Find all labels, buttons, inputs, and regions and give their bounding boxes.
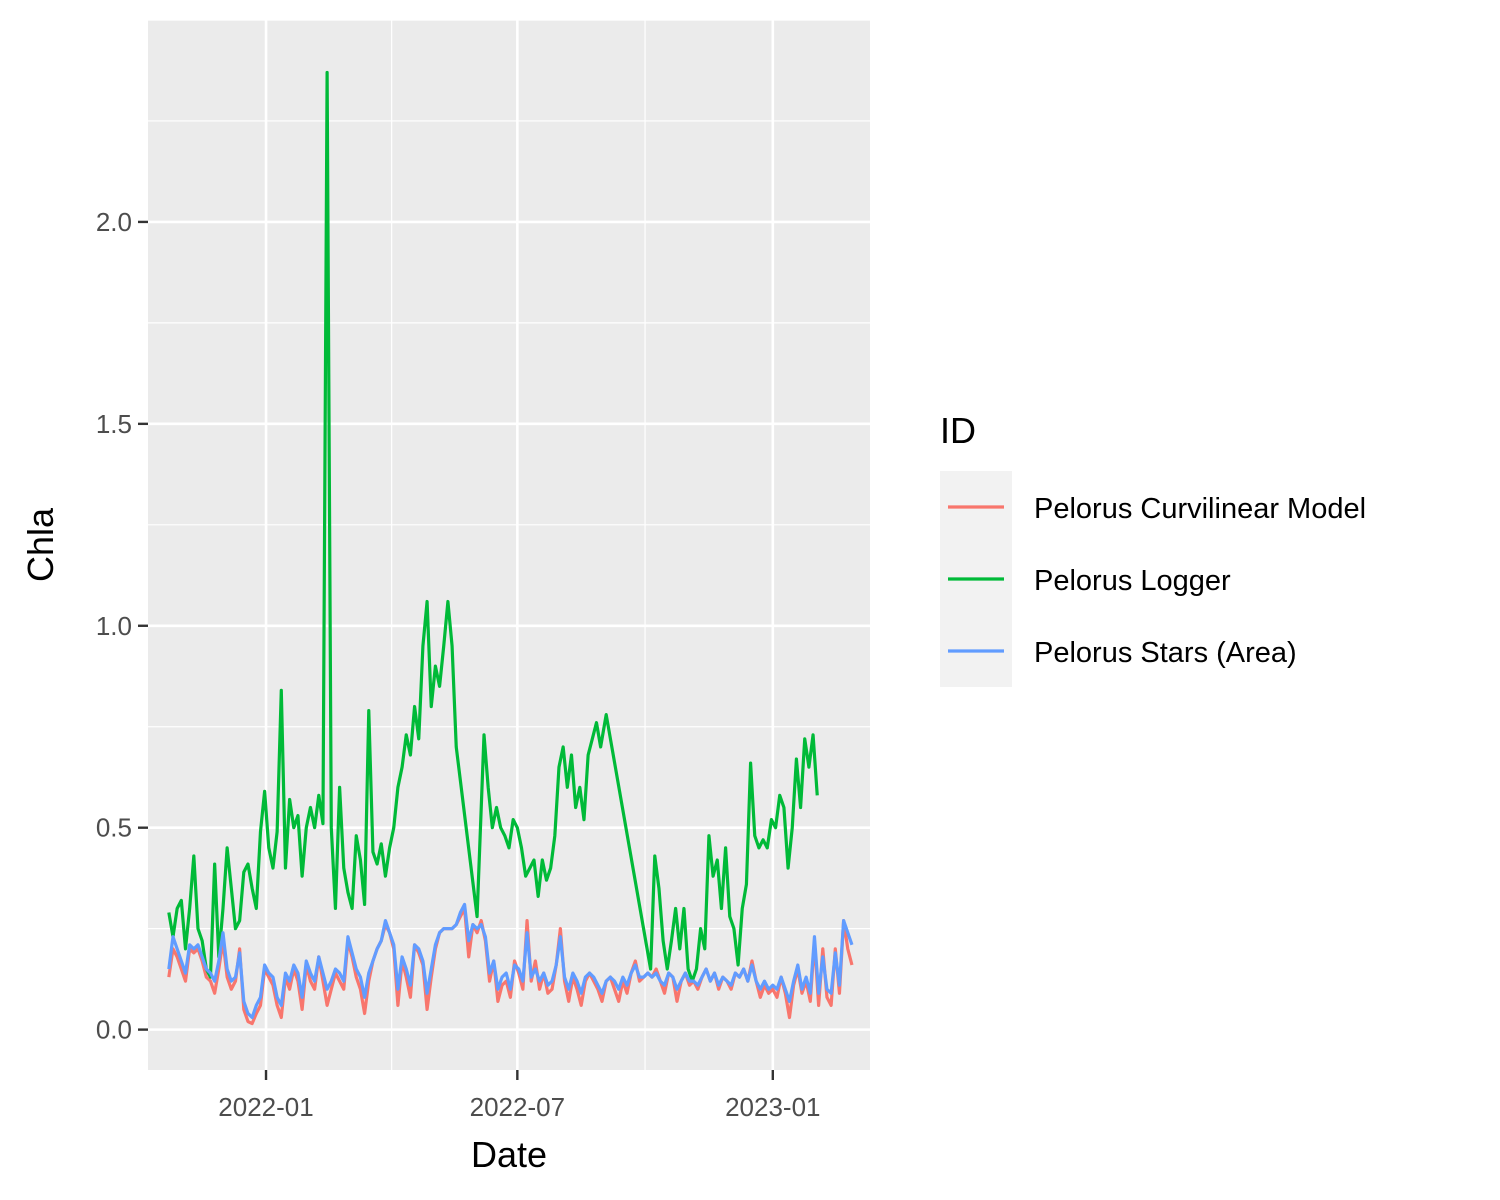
series-layer <box>167 70 854 1026</box>
plot-panel <box>148 20 870 1070</box>
legend-label-2: Pelorus Logger <box>1034 565 1231 597</box>
legend-title: ID <box>940 410 976 451</box>
y-axis: 0.0 0.5 1.0 1.5 2.0 <box>96 207 148 1045</box>
x-tick-label: 2022-01 <box>218 1092 313 1122</box>
y-tick-label: 1.5 <box>96 409 132 439</box>
y-tick-label: 0.5 <box>96 813 132 843</box>
x-axis: 2022-01 2022-07 2023-01 <box>218 1070 821 1122</box>
series-line-3 <box>167 902 854 1020</box>
legend: ID Pelorus Curvilinear Model Pelorus Logg… <box>940 410 1366 687</box>
x-tick-label: 2023-01 <box>725 1092 820 1122</box>
series-line-2 <box>167 70 819 983</box>
y-tick-label: 2.0 <box>96 207 132 237</box>
legend-label-1: Pelorus Curvilinear Model <box>1034 493 1366 525</box>
x-tick-label: 2022-07 <box>470 1092 565 1122</box>
y-tick-label: 0.0 <box>96 1015 132 1045</box>
y-tick-label: 1.0 <box>96 611 132 641</box>
minor-gridlines <box>148 19 870 1070</box>
y-axis-title: Chla <box>20 507 61 582</box>
x-axis-title: Date <box>471 1134 547 1175</box>
legend-label-3: Pelorus Stars (Area) <box>1034 637 1297 669</box>
